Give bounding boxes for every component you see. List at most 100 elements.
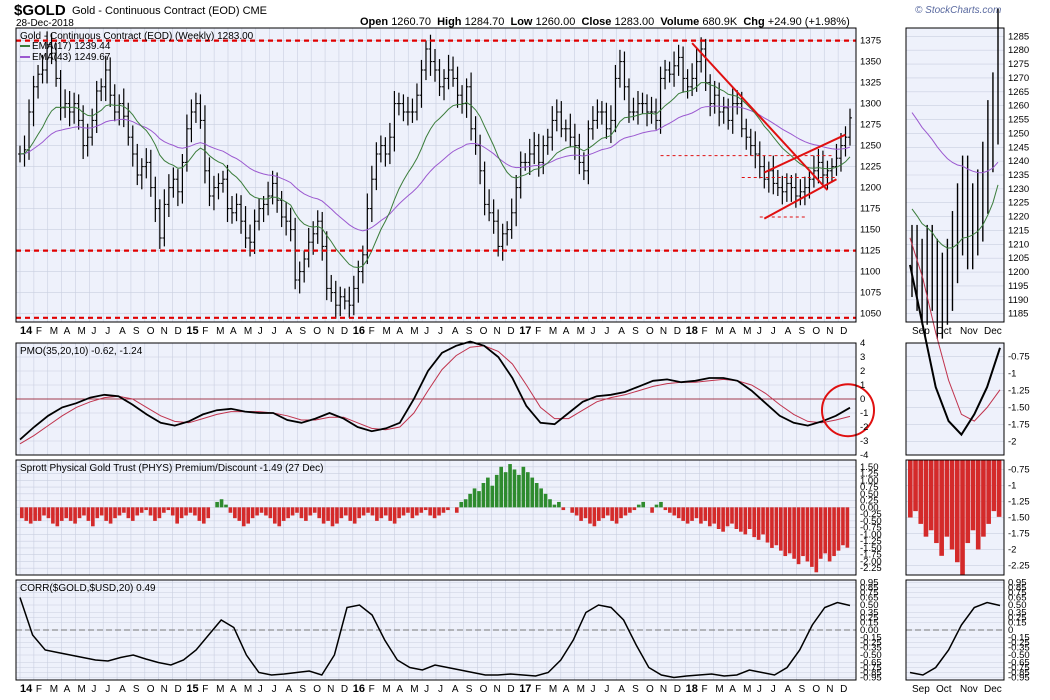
- detail-panel-frame-0: [905, 27, 1005, 323]
- phys-bar: [592, 507, 597, 527]
- phys-bar: [117, 507, 122, 516]
- month-label: F: [535, 684, 541, 695]
- detail-phys-tick-label: -1.75: [1008, 528, 1030, 539]
- detail-pmo-tick-label: -2: [1008, 436, 1016, 447]
- year-label: 14: [20, 325, 33, 337]
- phys-bar: [787, 507, 792, 554]
- phys-bar: [583, 507, 588, 519]
- phys-tick-label: -0.25: [860, 509, 882, 520]
- detail-pmo-tick-label: -1.75: [1008, 419, 1030, 430]
- detail-price-tick-label: 1285: [1008, 31, 1029, 42]
- price-tick-label: 1175: [860, 204, 880, 215]
- month-label: J: [258, 684, 263, 695]
- month-label: A: [285, 326, 292, 337]
- phys-bar: [490, 485, 495, 508]
- detail-panel-frame-1: [905, 342, 1005, 456]
- month-label: J: [438, 684, 443, 695]
- phys-bar: [508, 464, 512, 508]
- phys-bar: [681, 507, 685, 521]
- detail-pmo-line: [909, 264, 1001, 437]
- chart-instrument-name: Gold - Continuous Contract (EOD) CME: [72, 5, 267, 17]
- phys-bar: [42, 507, 46, 516]
- month-label: J: [272, 326, 277, 337]
- detail-phys-bar: [996, 460, 1002, 517]
- phys-bar: [348, 507, 353, 521]
- month-label: J: [757, 684, 762, 695]
- month-label: O: [480, 326, 488, 337]
- detail-ema43-line: [911, 112, 999, 174]
- change-label: Chg: [743, 16, 765, 28]
- phys-bar: [224, 504, 228, 508]
- pmo-tick-label: 0: [860, 394, 865, 405]
- phys-bar: [574, 507, 579, 516]
- phys-bar: [175, 507, 179, 524]
- month-label: M: [383, 684, 391, 695]
- chart-date: 28-Dec-2018: [16, 18, 74, 29]
- month-label: A: [729, 326, 736, 337]
- corr-tick-label: -0.25: [860, 638, 882, 649]
- month-label: S: [466, 684, 473, 695]
- month-label: O: [646, 326, 654, 337]
- month-label: N: [493, 684, 500, 695]
- detail-phys-tick-label: -1.50: [1008, 513, 1030, 524]
- phys-bar: [197, 507, 202, 521]
- detail-pmo-tick-label: -1: [1008, 369, 1016, 380]
- detail-corr-tick-label: 0.65: [1008, 593, 1027, 604]
- month-label: M: [244, 684, 252, 695]
- phys-bar: [459, 501, 464, 508]
- corr-tick-label: 0.65: [860, 593, 879, 604]
- month-label: S: [299, 326, 306, 337]
- month-label: M: [77, 684, 85, 695]
- phys-bar: [361, 507, 366, 516]
- price-tick-label: 1275: [860, 120, 881, 131]
- phys-bar: [281, 507, 286, 521]
- phys-bar: [636, 504, 641, 508]
- open-label: Open: [360, 16, 389, 28]
- month-label: M: [410, 684, 418, 695]
- corr-tick-label: 0.15: [860, 618, 879, 629]
- phys-bar: [272, 507, 277, 524]
- exchange-label: CME: [242, 5, 268, 17]
- phys-bar: [441, 507, 446, 513]
- phys-bar: [104, 507, 108, 521]
- month-label: F: [36, 326, 42, 337]
- detail-corr-tick-label: -0.85: [1008, 668, 1030, 679]
- phys-bar: [375, 507, 379, 521]
- low-value: 1260.00: [535, 16, 576, 28]
- phys-bar: [747, 507, 752, 529]
- month-label: A: [396, 684, 403, 695]
- detail-phys-bar: [918, 460, 924, 524]
- high-value: 1284.70: [464, 16, 505, 28]
- phys-bar: [503, 472, 508, 508]
- phys-bar: [486, 477, 490, 508]
- month-label: N: [826, 326, 833, 337]
- instrument-name: Gold - Continuous Contract (EOD): [72, 5, 240, 17]
- phys-bar: [610, 507, 614, 521]
- phys-bar: [818, 507, 823, 559]
- month-label: S: [632, 326, 639, 337]
- phys-bar: [810, 507, 814, 567]
- detail-price-tick-label: 1245: [1008, 142, 1029, 153]
- month-label: M: [244, 326, 252, 337]
- month-label: J: [91, 684, 96, 695]
- main-panel-frame-3: [15, 579, 857, 681]
- phys-bar: [428, 507, 432, 516]
- month-label: N: [660, 326, 667, 337]
- phys-bar: [552, 504, 557, 508]
- phys-bar: [836, 507, 841, 551]
- phys-bar: [423, 507, 428, 511]
- phys-bar: [707, 507, 712, 527]
- detail-phys-bar: [908, 460, 913, 518]
- pmo-tick-label: -4: [860, 450, 868, 461]
- flag-upper-line: [763, 133, 846, 174]
- month-label: N: [327, 684, 334, 695]
- phys-bar: [770, 507, 774, 548]
- pmo-panel-title: PMO(35,20,10) -0.62, -1.24: [20, 346, 143, 357]
- detail-corr-tick-label: -0.50: [1008, 650, 1030, 661]
- phys-bar: [130, 507, 135, 521]
- detail-corr-tick-label: 0.15: [1008, 618, 1027, 629]
- close-label: Close: [581, 16, 612, 28]
- phys-bar: [690, 507, 694, 521]
- month-label: O: [480, 684, 488, 695]
- detail-corr-tick-label: 0: [1008, 625, 1013, 636]
